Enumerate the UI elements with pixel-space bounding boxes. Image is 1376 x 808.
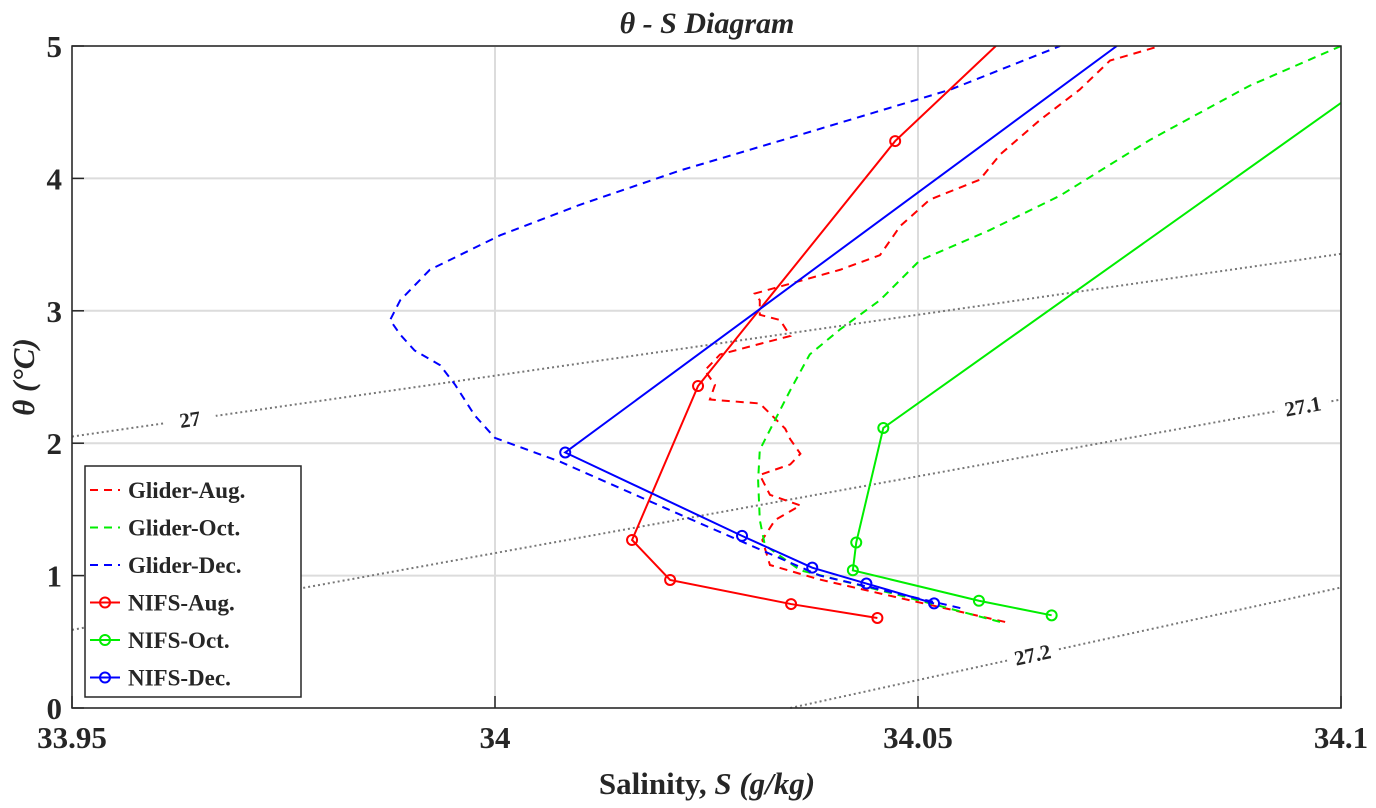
data-point xyxy=(877,421,890,434)
y-tick-label: 2 xyxy=(47,426,63,461)
legend-label: NIFS-Oct. xyxy=(128,628,230,653)
series-line xyxy=(851,102,1341,617)
series-nifs-dec xyxy=(559,46,1118,610)
x-tick-label: 34 xyxy=(480,720,511,755)
legend-label: Glider-Aug. xyxy=(128,478,245,503)
data-point xyxy=(972,594,985,607)
legend-label: Glider-Oct. xyxy=(128,516,240,541)
series-line xyxy=(563,46,1118,605)
series-line xyxy=(757,46,1341,623)
series-nifs-oct xyxy=(846,102,1341,622)
data-point xyxy=(850,536,863,549)
series-line xyxy=(630,46,997,619)
data-point xyxy=(559,446,572,459)
y-tick-label: 4 xyxy=(47,161,63,196)
x-label-prefix: Salinity, xyxy=(599,766,714,801)
contour-label: 27 xyxy=(178,406,202,433)
isopycnal-line xyxy=(790,586,1342,709)
data-point xyxy=(860,577,873,590)
series-line xyxy=(703,46,1161,623)
chart-title: θ - S Diagram xyxy=(620,7,795,40)
legend: Glider-Aug. Glider-Oct. Glider-Dec. NIFS-Au… xyxy=(84,465,302,698)
data-point xyxy=(626,533,639,546)
series-glider-oct xyxy=(757,46,1341,623)
contour-label-bg xyxy=(1274,388,1331,421)
plot-frame xyxy=(71,45,1342,709)
series-nifs-aug xyxy=(626,46,997,624)
series-glider-dec xyxy=(388,46,1061,610)
legend-box xyxy=(84,465,302,698)
data-point xyxy=(806,561,819,574)
data-point xyxy=(871,611,884,624)
legend-marker xyxy=(99,596,111,609)
data-point xyxy=(692,380,705,393)
x-tick-label: 33.95 xyxy=(37,720,107,755)
contour-label-bg xyxy=(1004,635,1061,671)
data-point xyxy=(785,598,798,611)
y-tick-label: 5 xyxy=(47,29,63,64)
data-point xyxy=(846,564,859,577)
y-tick-label: 0 xyxy=(47,691,63,726)
isopycnal-line xyxy=(71,252,1342,438)
data-point xyxy=(664,573,677,586)
x-tick-label: 34.1 xyxy=(1314,720,1368,755)
series-glider-aug xyxy=(703,46,1161,623)
x-label-symbol: S xyxy=(714,766,731,801)
y-tick-label: 3 xyxy=(47,294,63,329)
legend-label: Glider-Dec. xyxy=(128,553,241,578)
contour-label: 27.1 xyxy=(1283,391,1323,421)
legend-label: NIFS-Aug. xyxy=(128,591,235,616)
x-tick-label: 34.05 xyxy=(883,720,953,755)
y-tick-label: 1 xyxy=(47,559,63,594)
legend-label: NIFS-Dec. xyxy=(128,666,231,691)
x-axis-label: Salinity, S (g/kg) xyxy=(599,766,815,801)
x-label-unit: (g/kg) xyxy=(732,766,816,801)
data-point xyxy=(1045,609,1058,622)
series-line xyxy=(388,46,1061,610)
data-point xyxy=(736,529,749,542)
legend-marker xyxy=(99,671,111,684)
data-point xyxy=(928,597,941,610)
data-point xyxy=(889,135,902,148)
y-axis-label: θ (°C) xyxy=(6,338,41,416)
series-group xyxy=(388,46,1341,624)
legend-marker xyxy=(99,634,111,646)
contour-label-bg xyxy=(162,402,218,434)
